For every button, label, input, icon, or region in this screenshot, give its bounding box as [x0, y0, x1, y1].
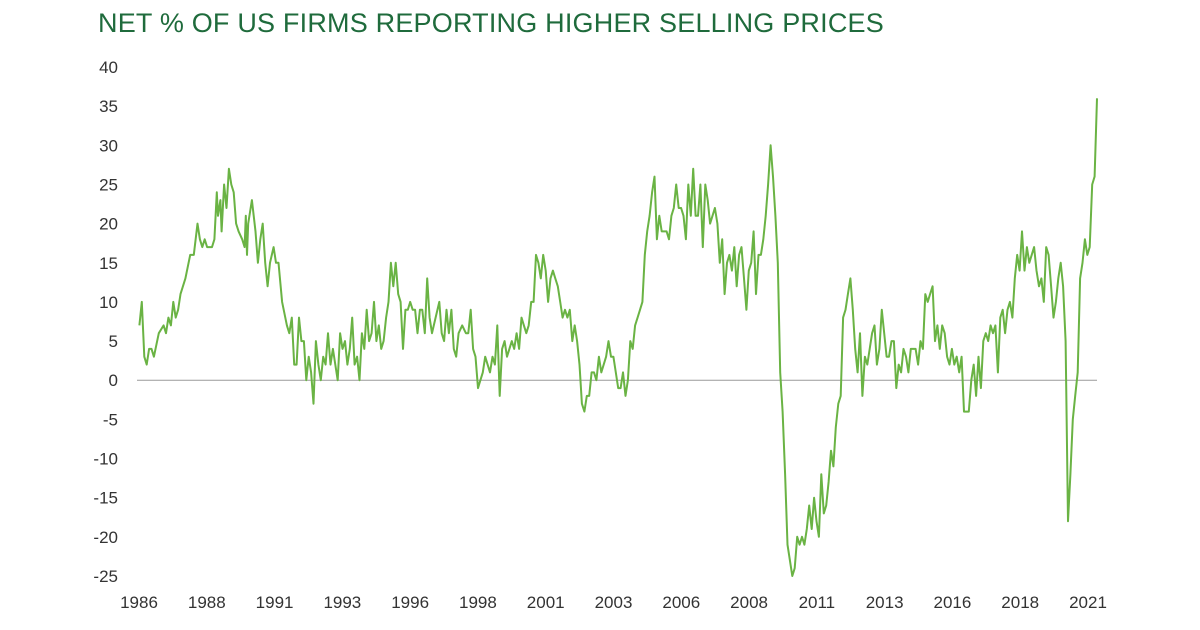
- y-tick-label: 5: [109, 332, 118, 351]
- x-tick-label: 1988: [188, 593, 226, 612]
- y-tick-label: -10: [93, 450, 118, 469]
- x-tick-label: 1996: [391, 593, 429, 612]
- x-tick-label: 2016: [934, 593, 972, 612]
- y-tick-label: -5: [103, 410, 118, 429]
- y-tick-label: 10: [99, 293, 118, 312]
- y-tick-label: 30: [99, 136, 118, 155]
- y-tick-label: -25: [93, 567, 118, 586]
- y-tick-label: 0: [109, 371, 118, 390]
- x-tick-label: 2021: [1069, 593, 1107, 612]
- x-tick-label: 1993: [323, 593, 361, 612]
- x-tick-label: 2011: [799, 593, 836, 612]
- y-axis: 40 35 30 25 20 15 10 5 0 -5 -10 -15 -20 -25: [93, 58, 118, 586]
- x-tick-label: 2013: [866, 593, 904, 612]
- y-tick-label: 15: [99, 254, 118, 273]
- y-tick-label: 20: [99, 215, 118, 234]
- y-tick-label: 25: [99, 175, 118, 194]
- x-tick-label: 1991: [256, 593, 294, 612]
- x-tick-label: 2001: [527, 593, 565, 612]
- x-tick-label: 1998: [459, 593, 497, 612]
- x-tick-label: 2003: [595, 593, 633, 612]
- series-line: [138, 98, 1098, 577]
- x-tick-label: 2008: [730, 593, 768, 612]
- y-tick-label: 35: [99, 97, 118, 116]
- x-tick-label: 2006: [662, 593, 700, 612]
- x-tick-label: 1986: [120, 593, 158, 612]
- x-axis: 1986 1988 1991 1993 1996 1998 2001 2003 2006 2008…: [120, 593, 1107, 612]
- y-tick-label: -15: [93, 489, 118, 508]
- y-tick-label: -20: [93, 528, 118, 547]
- y-tick-label: 40: [99, 58, 118, 77]
- x-tick-label: 2018: [1001, 593, 1039, 612]
- chart-title: NET % OF US FIRMS REPORTING HIGHER SELLI…: [98, 8, 884, 38]
